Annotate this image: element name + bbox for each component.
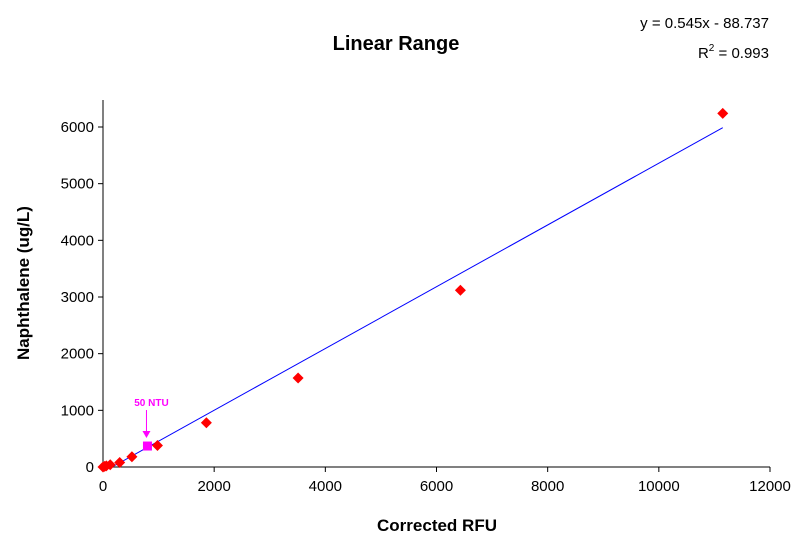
annotation-label: 50 NTU [134, 398, 168, 409]
r-squared-superscript: 2 [709, 43, 715, 54]
data-point-diamond [200, 417, 212, 429]
x-tick-label: 8000 [531, 478, 564, 495]
y-ticks: 0 1000 2000 3000 4000 5000 6000 [61, 119, 103, 476]
y-tick-label: 2000 [61, 346, 94, 363]
x-axis-label: Corrected RFU [377, 516, 497, 535]
data-point-diamond [114, 456, 126, 468]
y-tick-label: 0 [86, 459, 94, 476]
y-axis-label: Naphthalene (ug/L) [14, 206, 33, 360]
data-points [97, 107, 729, 473]
data-point-diamond [454, 284, 466, 296]
x-tick-label: 12000 [749, 478, 791, 495]
data-point-diamond [151, 439, 163, 451]
data-point-diamond [292, 372, 304, 384]
y-tick-label: 1000 [61, 402, 94, 419]
r-squared-letter: R [698, 45, 709, 62]
y-tick-label: 4000 [61, 232, 94, 249]
axes [102, 100, 770, 468]
y-tick-label: 3000 [61, 289, 94, 306]
data-point-diamond [126, 451, 138, 463]
data-point-square [142, 441, 152, 451]
x-tick-label: 6000 [420, 478, 453, 495]
trendline-equation: y = 0.545x - 88.737 [640, 15, 769, 32]
x-tick-label: 2000 [197, 478, 230, 495]
annotation-arrow-head [142, 431, 151, 439]
annotation-50-ntu: 50 NTU [134, 398, 169, 439]
chart-title: Linear Range [333, 33, 460, 55]
r-squared-value: = 0.993 [714, 45, 769, 62]
x-ticks: 0 2000 4000 6000 8000 10000 12000 [99, 467, 791, 495]
y-tick-label: 6000 [61, 119, 94, 136]
x-tick-label: 10000 [638, 478, 680, 495]
trendline [111, 127, 723, 468]
y-tick-label: 5000 [61, 176, 94, 193]
r-squared-label: R2 = 0.993 [698, 43, 769, 62]
data-point-diamond [104, 459, 116, 471]
x-tick-label: 0 [99, 478, 107, 495]
x-tick-label: 4000 [309, 478, 342, 495]
data-point-diamond [717, 107, 729, 119]
